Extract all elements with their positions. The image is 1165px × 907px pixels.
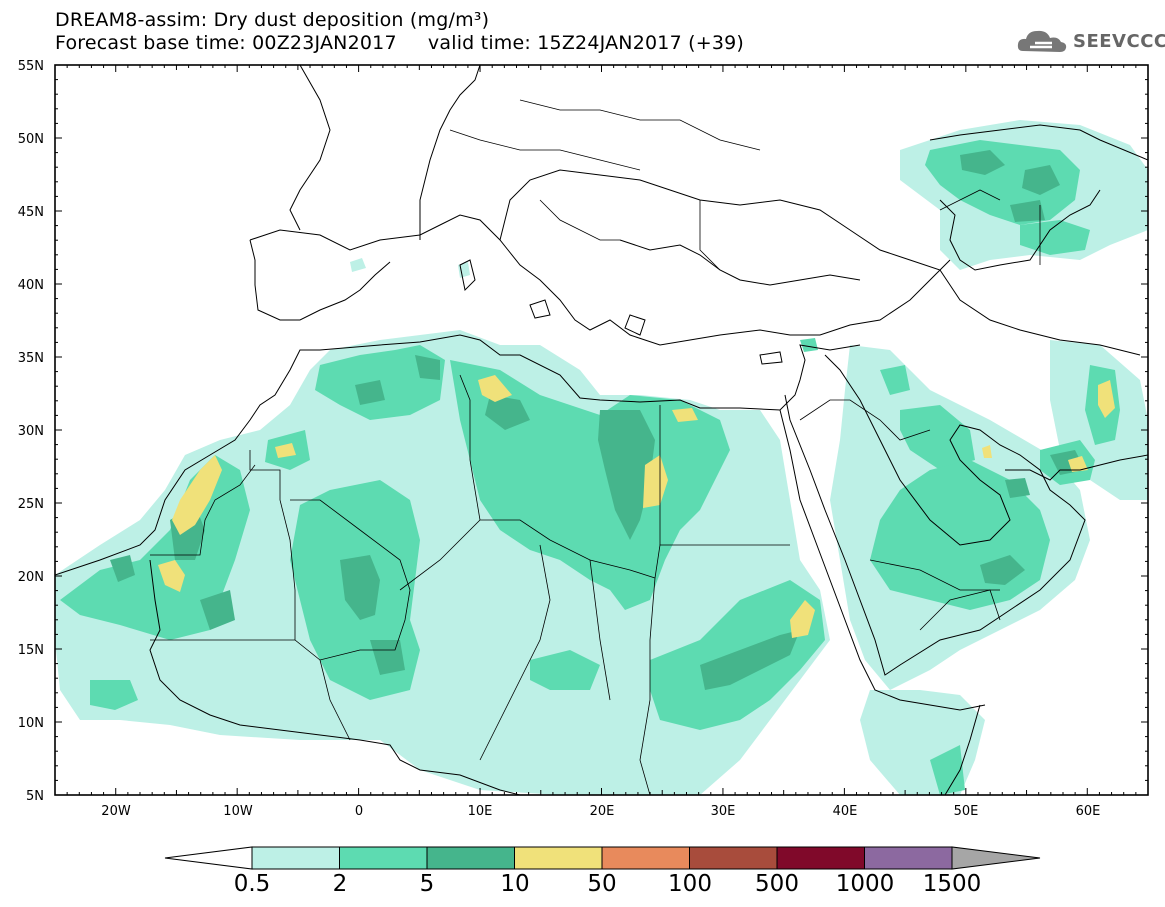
lon-label: 50E: [954, 804, 979, 819]
colorbar-label: 0.5: [234, 871, 271, 897]
dust-level-3: [110, 150, 1085, 690]
colorbar-box: [251, 846, 340, 870]
axis-ticks: [54, 64, 1149, 796]
latitude-labels: 55N 50N 45N 40N 35N 30N 25N 20N 15N 10N …: [18, 59, 44, 804]
logo-text: SEEVCCC: [1073, 31, 1165, 52]
colorbar-box: [689, 846, 778, 870]
colorbar-label: 10: [500, 871, 529, 897]
colorbar-labels: 0.5 2 5 10 50 100 500 1000 1500: [234, 871, 982, 897]
longitude-labels: 20W 10W 0 10E 20E 30E 40E 50E 60E: [101, 804, 1100, 819]
lat-label: 10N: [18, 716, 44, 731]
lat-label: 25N: [18, 497, 44, 512]
dust-fields: [55, 120, 1148, 795]
lat-label: 40N: [18, 278, 44, 293]
colorbar-label: 1000: [836, 871, 895, 897]
forecast-times: Forecast base time: 00Z23JAN2017 valid t…: [55, 32, 745, 54]
map-title: DREAM8-assim: Dry dust deposition (mg/m³…: [55, 9, 490, 31]
colorbar-label: 50: [587, 871, 616, 897]
colorbar: [164, 846, 1041, 870]
cloud-icon: [1017, 30, 1067, 52]
lon-label: 60E: [1076, 804, 1101, 819]
lon-label: 10E: [468, 804, 493, 819]
colorbar-box: [514, 846, 603, 870]
lon-label: 20E: [590, 804, 615, 819]
lon-label: 40E: [833, 804, 858, 819]
lat-label: 35N: [18, 351, 44, 366]
colorbar-label: 1500: [923, 871, 982, 897]
coastlines: [55, 65, 1148, 795]
lat-label: 20N: [18, 570, 44, 585]
colorbar-box: [426, 846, 515, 870]
lon-label: 30E: [711, 804, 736, 819]
colorbar-over-triangle: [951, 846, 1041, 870]
dust-level-4: [158, 375, 1115, 638]
colorbar-box: [339, 846, 428, 870]
lon-label: 0: [355, 804, 363, 819]
colorbar-under-triangle: [164, 846, 253, 870]
colorbar-label: 5: [420, 871, 435, 897]
colorbar-box: [601, 846, 690, 870]
lat-label: 30N: [18, 424, 44, 439]
seevccc-logo: SEEVCCC: [1017, 27, 1165, 57]
lat-label: 45N: [18, 205, 44, 220]
colorbar-label: 100: [668, 871, 712, 897]
colorbar-box: [864, 846, 953, 870]
lat-label: 5N: [26, 789, 44, 804]
lat-label: 15N: [18, 643, 44, 658]
colorbar-label: 2: [333, 871, 348, 897]
country-borders: [150, 99, 1041, 795]
colorbar-box: [776, 846, 865, 870]
lon-label: 20W: [101, 804, 131, 819]
lat-label: 50N: [18, 132, 44, 147]
lon-label: 10W: [223, 804, 253, 819]
lat-label: 55N: [18, 59, 44, 74]
colorbar-label: 500: [755, 871, 799, 897]
